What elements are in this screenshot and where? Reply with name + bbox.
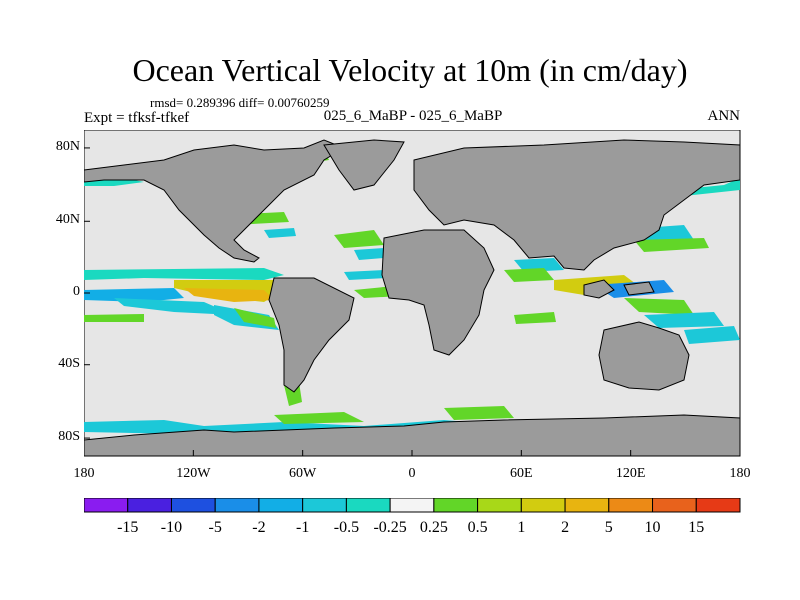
map-title: Ocean Vertical Velocity at 10m (in cm/da… — [132, 52, 688, 88]
land-masses — [84, 139, 741, 457]
colorbar-label: -0.25 — [373, 519, 406, 536]
colorbar-label: 5 — [605, 519, 613, 536]
velocity-anomaly-patches — [84, 150, 740, 444]
colorbar-boxes — [84, 498, 741, 513]
colorbar-box — [389, 498, 435, 513]
lat-tick-label: 80N — [55, 138, 80, 154]
anomaly-patch — [264, 228, 296, 238]
land-maritime-islands — [583, 279, 615, 299]
land-australia — [598, 321, 690, 391]
colorbar-label: 2 — [561, 519, 569, 536]
colorbar-label: -10 — [161, 519, 182, 536]
anomaly-patch — [514, 312, 556, 324]
land-maritime-islands — [623, 281, 655, 296]
anomaly-patch — [334, 230, 384, 248]
lon-tick-label: 180 — [729, 466, 751, 481]
case-label: 025_6_MaBP - 025_6_MaBP — [323, 108, 503, 124]
lat-tick-label: 0 — [73, 284, 80, 299]
land-greenland — [323, 139, 405, 191]
stats-line: rmsd= 0.289396 diff= 0.00760259 — [150, 95, 330, 110]
map-axes — [84, 147, 741, 456]
colorbar-box — [84, 498, 129, 513]
anomaly-patch — [504, 268, 554, 282]
anomaly-patch — [644, 312, 724, 328]
colorbar-box — [258, 498, 304, 513]
colorbar-box — [433, 498, 479, 513]
land-africa — [381, 229, 495, 356]
lat-tick-label: 40N — [55, 212, 80, 228]
lon-tick-label: 180 — [73, 466, 95, 481]
colorbar-box — [564, 498, 610, 513]
colorbar-label: -5 — [209, 519, 222, 536]
colorbar: -15 -10 -5 -2 -1 -0.5 -0.25 0.25 0.5 1 2 5 10 15 — [84, 498, 741, 536]
lon-tick-label: 120W — [176, 466, 211, 481]
lon-tick-label: 120E — [615, 466, 646, 481]
colorbar-box — [652, 498, 697, 513]
anomaly-patch — [84, 268, 284, 280]
colorbar-label: -0.5 — [334, 519, 359, 536]
colorbar-box — [345, 498, 391, 513]
anomaly-patch — [354, 248, 384, 260]
anomaly-patch — [444, 406, 514, 420]
anomaly-patch — [634, 238, 709, 252]
world-map — [84, 130, 741, 457]
colorbar-label: 0.5 — [468, 519, 488, 536]
lon-tick-label: 0 — [408, 466, 416, 481]
anomaly-patch — [514, 258, 564, 272]
anomaly-patch — [84, 288, 184, 302]
anomaly-patch — [624, 298, 694, 315]
land-south-america — [268, 277, 355, 393]
colorbar-labels: -15 -10 -5 -2 -1 -0.5 -0.25 0.25 0.5 1 2 5 10 15 — [117, 519, 704, 536]
colorbar-label: -15 — [117, 519, 138, 536]
colorbar-label: 10 — [645, 519, 661, 536]
colorbar-box — [214, 498, 260, 513]
colorbar-box — [608, 498, 654, 513]
colorbar-label: -2 — [252, 519, 265, 536]
anomaly-patch — [114, 298, 234, 315]
colorbar-box — [170, 498, 216, 513]
anomaly-patch — [234, 308, 276, 328]
colorbar-box — [302, 498, 347, 513]
colorbar-box — [520, 498, 566, 513]
colorbar-box — [695, 498, 741, 513]
lat-tick-label: 40S — [58, 355, 80, 371]
lon-tick-label: 60W — [289, 466, 317, 481]
lat-tick-label: 80S — [58, 429, 80, 445]
anomaly-patch — [274, 412, 364, 424]
land-north-america — [84, 139, 346, 263]
season-label: ANN — [707, 108, 741, 124]
colorbar-box — [127, 498, 172, 513]
colorbar-label: 0.25 — [420, 519, 448, 536]
anomaly-patch — [344, 270, 386, 280]
anomaly-patch — [184, 288, 274, 302]
colorbar-label: 1 — [517, 519, 525, 536]
lon-tick-label: 60E — [510, 466, 533, 481]
land-eurasia — [413, 139, 741, 271]
experiment-label: Expt = tfksf-tfkef — [84, 110, 190, 126]
anomaly-patch — [684, 326, 740, 344]
colorbar-box — [477, 498, 522, 513]
colorbar-label: -1 — [296, 519, 309, 536]
colorbar-label: 15 — [688, 519, 704, 536]
anomaly-patch — [84, 314, 144, 322]
